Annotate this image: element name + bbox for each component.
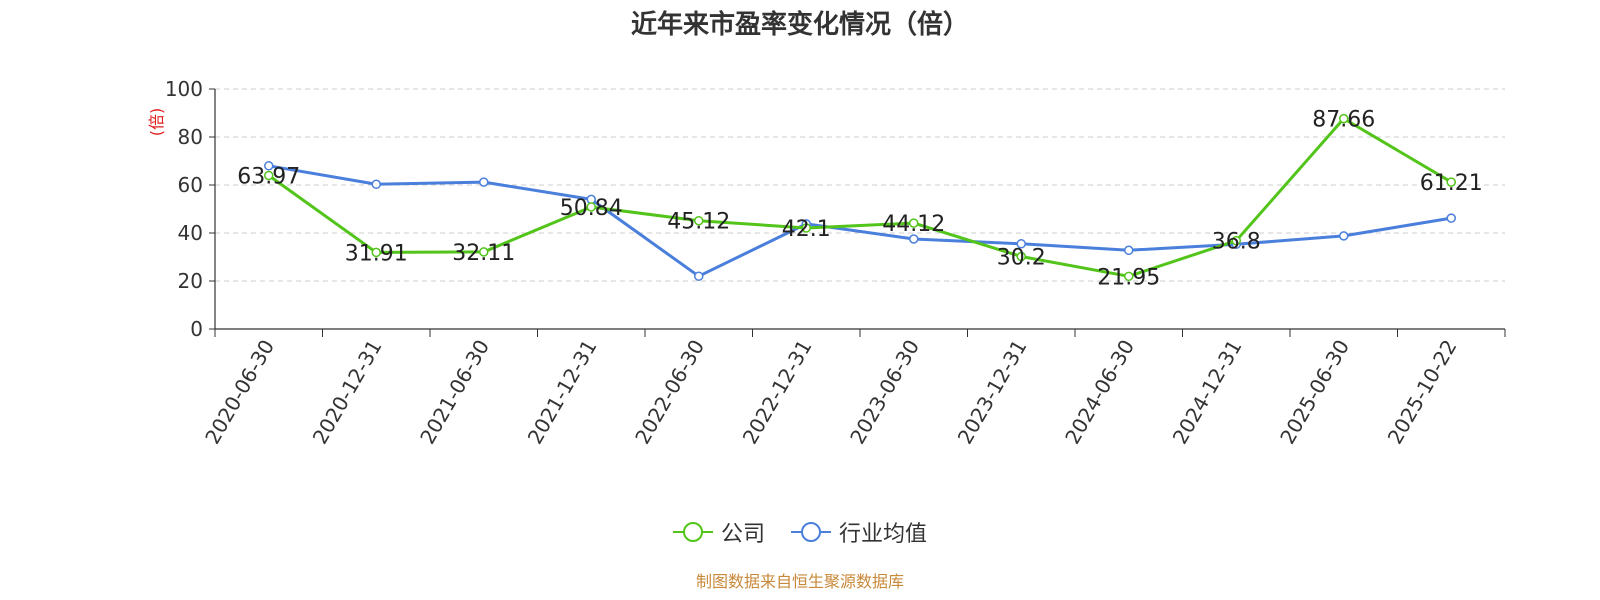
legend-item-industry[interactable]: 行业均值 bbox=[791, 516, 927, 548]
data-point-industry bbox=[1446, 213, 1456, 223]
data-point-company bbox=[371, 247, 381, 258]
grid-lines bbox=[215, 88, 1505, 282]
y-tick-label: 0 bbox=[190, 317, 203, 341]
y-tick-label: 40 bbox=[178, 221, 203, 245]
y-tick-label: 60 bbox=[178, 173, 203, 197]
chart-title: 近年来市盈率变化情况（倍） bbox=[630, 10, 969, 40]
data-label-company: 61.21 bbox=[1420, 171, 1483, 196]
data-point-industry bbox=[1339, 231, 1349, 241]
y-axis-label: (倍) bbox=[147, 108, 166, 137]
y-tick-label: 80 bbox=[178, 125, 203, 149]
data-label-company: 42.1 bbox=[782, 217, 831, 242]
data-label-company: 50.84 bbox=[560, 196, 623, 221]
data-point-company bbox=[264, 170, 274, 181]
data-point-industry bbox=[909, 234, 919, 244]
data-label-company: 63.97 bbox=[237, 164, 300, 189]
series-layer bbox=[264, 113, 1456, 282]
data-source-note: 制图数据来自恒生聚源数据库 bbox=[695, 572, 904, 591]
data-point-industry bbox=[479, 177, 489, 187]
data-point-industry bbox=[694, 271, 704, 281]
data-point-industry bbox=[1016, 239, 1026, 249]
data-label-company: 45.12 bbox=[667, 210, 730, 235]
x-tick-label: 2021-06-30 bbox=[415, 336, 494, 449]
data-label-company: 32.11 bbox=[452, 241, 515, 266]
data-point-company bbox=[586, 202, 596, 212]
series-line-company bbox=[267, 117, 1453, 278]
x-tick-label: 2022-06-30 bbox=[630, 336, 709, 449]
data-point-industry bbox=[1124, 245, 1134, 256]
legend: 公司 行业均值 bbox=[0, 512, 1600, 552]
data-label-company: 36.8 bbox=[1212, 230, 1261, 255]
data-label-company: 21.95 bbox=[1097, 265, 1160, 290]
data-point-industry bbox=[371, 179, 381, 190]
data-point-company bbox=[909, 218, 919, 228]
data-point-industry bbox=[264, 161, 274, 171]
data-point-company bbox=[1016, 251, 1026, 262]
legend-company-icon bbox=[672, 522, 713, 542]
x-tick-label: 2022-12-31 bbox=[738, 336, 817, 449]
data-point-company bbox=[479, 247, 489, 257]
data-point-company bbox=[1124, 271, 1134, 282]
data-label-company: 44.12 bbox=[882, 212, 945, 237]
data-point-company bbox=[694, 215, 704, 226]
legend-item-company[interactable]: 公司 bbox=[672, 516, 765, 548]
data-label-company: 87.66 bbox=[1312, 108, 1375, 133]
legend-label-industry: 行业均值 bbox=[839, 522, 928, 547]
data-label-company: 30.2 bbox=[997, 246, 1046, 271]
x-tick-label: 2025-10-22 bbox=[1383, 336, 1462, 449]
data-point-company bbox=[1446, 177, 1456, 187]
x-tick-label: 2020-06-30 bbox=[200, 336, 279, 449]
x-tick-label: 2024-12-31 bbox=[1168, 336, 1247, 449]
legend-label-company: 公司 bbox=[720, 522, 765, 547]
y-tick-label: 20 bbox=[178, 269, 203, 293]
legend-industry-icon bbox=[791, 522, 831, 542]
x-tick-label: 2024-06-30 bbox=[1060, 336, 1139, 449]
series-line-industry bbox=[268, 164, 1452, 278]
y-tick-label: 100 bbox=[165, 77, 203, 101]
data-point-company bbox=[1231, 235, 1241, 246]
x-tick-label: 2023-12-31 bbox=[953, 336, 1032, 449]
data-label-company: 31.91 bbox=[345, 241, 408, 266]
x-tick-label: 2021-12-31 bbox=[523, 336, 602, 449]
data-labels: 63.97 31.91 32.11 50.84 45.12 42.1 44.12 30.2 21… bbox=[237, 108, 1482, 291]
x-tick-label: 2023-06-30 bbox=[845, 336, 924, 449]
data-point-company bbox=[801, 223, 811, 233]
x-tick-label: 2025-06-30 bbox=[1275, 336, 1354, 449]
x-tick-label: 2020-12-31 bbox=[308, 336, 387, 449]
data-point-company bbox=[1339, 113, 1349, 124]
